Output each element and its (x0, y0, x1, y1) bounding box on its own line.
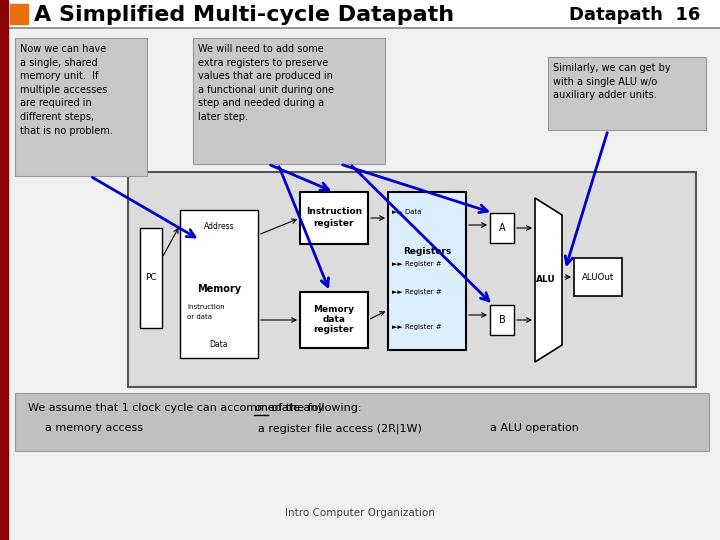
FancyBboxPatch shape (140, 228, 162, 328)
Text: Similarly, we can get by
with a single ALU w/o
auxiliary adder units.: Similarly, we can get by with a single A… (553, 63, 670, 100)
Text: Datapath  16: Datapath 16 (569, 6, 700, 24)
Text: Data: Data (210, 340, 228, 349)
Text: of the following:: of the following: (269, 403, 362, 413)
Text: ►► Register #: ►► Register # (392, 261, 441, 267)
Text: ALUOut: ALUOut (582, 273, 614, 281)
Text: ►► Register #: ►► Register # (392, 324, 441, 330)
Text: one: one (254, 403, 275, 413)
Text: Memory: Memory (313, 306, 354, 314)
Text: PC: PC (145, 273, 157, 282)
FancyBboxPatch shape (300, 192, 368, 244)
FancyBboxPatch shape (490, 305, 514, 335)
Text: Instruction: Instruction (306, 207, 362, 217)
Text: register: register (314, 326, 354, 334)
Text: ►► Register #: ►► Register # (392, 289, 441, 295)
Text: Instruction: Instruction (187, 304, 225, 310)
Text: a memory access: a memory access (45, 423, 143, 433)
Text: Address: Address (204, 222, 234, 231)
Text: We assume that 1 clock cycle can accommodate any: We assume that 1 clock cycle can accommo… (28, 403, 328, 413)
Text: register: register (314, 219, 354, 228)
FancyBboxPatch shape (193, 38, 385, 164)
FancyBboxPatch shape (15, 393, 709, 451)
Text: B: B (499, 315, 505, 325)
Text: ALU: ALU (536, 275, 556, 285)
Text: data: data (323, 315, 346, 325)
FancyBboxPatch shape (15, 38, 147, 176)
Text: A Simplified Multi-cycle Datapath: A Simplified Multi-cycle Datapath (34, 5, 454, 25)
FancyBboxPatch shape (300, 292, 368, 348)
Text: Registers: Registers (403, 247, 451, 256)
Text: a ALU operation: a ALU operation (490, 423, 579, 433)
Polygon shape (535, 198, 562, 362)
Text: a register file access (2R|1W): a register file access (2R|1W) (258, 423, 422, 434)
FancyBboxPatch shape (180, 210, 258, 358)
Text: Now we can have
a single, shared
memory unit.  If
multiple accesses
are required: Now we can have a single, shared memory … (20, 44, 113, 136)
FancyBboxPatch shape (388, 192, 466, 350)
Text: ►► Data: ►► Data (392, 209, 421, 215)
Text: or data: or data (187, 314, 212, 320)
FancyBboxPatch shape (490, 213, 514, 243)
FancyBboxPatch shape (574, 258, 622, 296)
Bar (10, 4, 28, 24)
Text: We will need to add some
extra registers to preserve
values that are produced in: We will need to add some extra registers… (198, 44, 334, 122)
Text: Intro Computer Organization: Intro Computer Organization (285, 508, 435, 518)
Text: A: A (499, 223, 505, 233)
Text: Memory: Memory (197, 284, 241, 294)
FancyBboxPatch shape (128, 172, 696, 387)
FancyBboxPatch shape (548, 57, 706, 130)
Bar (0, 0, 8, 540)
